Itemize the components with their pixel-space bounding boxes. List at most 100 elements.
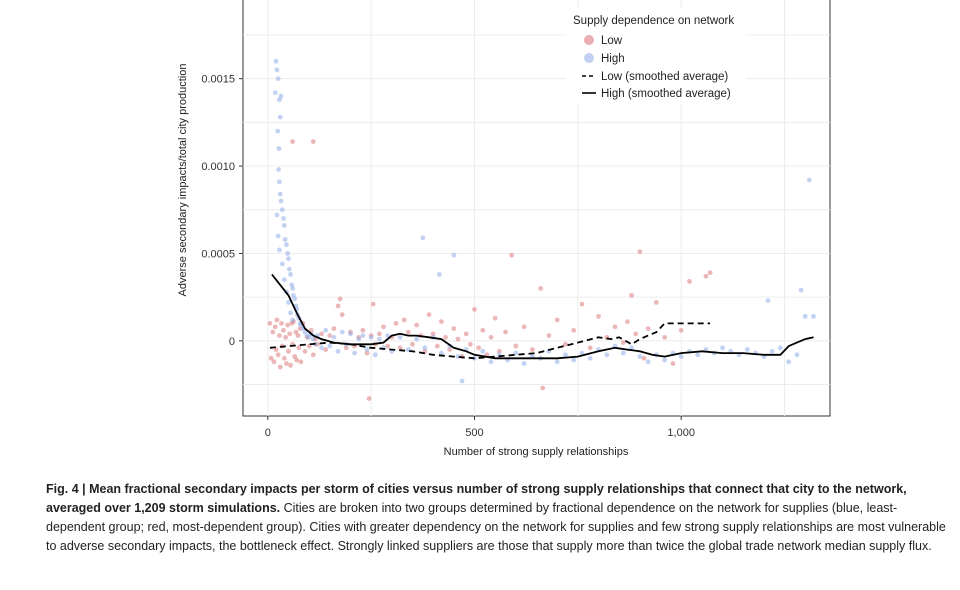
high-dependence-point (272, 90, 278, 96)
high-dependence-point (513, 350, 519, 356)
low-dependence-point (401, 317, 407, 323)
high-dependence-point (439, 350, 444, 356)
x-tick-label: 1,000 (667, 427, 695, 439)
low-dependence-point (273, 347, 279, 352)
high-dependence-point (278, 198, 284, 204)
low-dependence-point (366, 396, 372, 401)
high-dependence-point (290, 286, 296, 291)
high-dependence-point (274, 67, 280, 73)
low-dependence-point (455, 336, 461, 342)
low-dependence-point (283, 334, 288, 340)
legend-low-label: Low (601, 35, 623, 47)
high-dependence-point (275, 233, 281, 239)
low-dependence-point (488, 334, 494, 340)
low-dependence-point (310, 139, 316, 144)
high-dependence-point (579, 350, 585, 356)
high-dependence-point (422, 345, 428, 351)
low-dependence-point (294, 357, 300, 363)
low-dependence-point (563, 341, 568, 347)
low-dependence-point (281, 355, 287, 361)
low-dependence-point (292, 354, 298, 359)
legend-high-marker (584, 53, 594, 63)
low-dependence-point (426, 312, 432, 318)
high-dependence-point (292, 296, 298, 302)
high-dependence-point (310, 336, 316, 342)
legend-background (566, 8, 746, 104)
low-dependence-point (274, 317, 280, 323)
smoothed-lines (269, 273, 814, 360)
low-dependence-point (496, 348, 502, 354)
low-dependence-point (554, 317, 560, 323)
low-dependence-point (335, 303, 341, 309)
figure-caption: Fig. 4 | Mean fractional secondary impac… (46, 480, 946, 556)
low-dependence-point (538, 286, 544, 291)
high-dependence-point (286, 256, 291, 262)
axis-ticks: 0 500 1,000 0 0.0005 0.0010 0.0015 (201, 74, 695, 439)
high-dependence-point (385, 333, 391, 338)
low-dependence-point (360, 327, 366, 333)
y-axis-label: Adverse secondary impacts/total city pro… (177, 64, 189, 297)
scatter-chart: 0 500 1,000 0 0.0005 0.0010 0.0015 Number of s… (177, 0, 831, 458)
low-dependence-point (670, 361, 676, 366)
low-dependence-point (287, 331, 293, 337)
low-dependence-point (629, 292, 634, 298)
high-dependence-point (319, 345, 324, 351)
low-dependence-point (295, 333, 301, 338)
low-dependence-point (308, 327, 314, 333)
y-tick-label: 0 (229, 336, 235, 348)
high-dependence-point (629, 345, 634, 351)
high-dependence-point (488, 359, 494, 365)
high-dependence-point (794, 352, 800, 358)
low-dependence-point (620, 340, 626, 345)
legend-low-smooth-label: Low (smoothed average) (601, 71, 728, 83)
high-dependence-point (451, 252, 457, 258)
high-dependence-point (436, 272, 442, 277)
low-dependence-point (277, 364, 283, 370)
high-dependence-point (276, 247, 282, 253)
low-dependence-point (343, 345, 349, 351)
high-dependence-point (335, 348, 341, 354)
low-dependence-point (397, 345, 403, 351)
low-dependence-point (370, 301, 376, 307)
low-dependence-point (410, 341, 415, 347)
high-dependence-point (587, 355, 593, 361)
high-dependence-point (372, 352, 378, 358)
low-dependence-point (678, 327, 684, 333)
low-dependence-point (275, 352, 281, 358)
high-dependence-point (777, 345, 783, 351)
high-dependence-point (279, 207, 285, 213)
low-dependence-point (546, 333, 552, 338)
low-dependence-point (645, 326, 651, 332)
high-dependence-point (339, 329, 345, 335)
low-dependence-point (707, 270, 713, 276)
low-dependence-point (430, 331, 436, 337)
high-dependence-point (563, 352, 568, 358)
high-dependence-point (368, 334, 374, 340)
low-dependence-point (405, 329, 411, 335)
high-dependence-point (306, 334, 312, 340)
high-dependence-point (274, 212, 280, 218)
low-dependence-point (281, 327, 286, 333)
low-dependence-point (625, 319, 630, 325)
low-dependence-point (310, 352, 316, 358)
low-dependence-point (298, 359, 304, 365)
low-dependence-point (521, 324, 527, 330)
x-tick-label: 0 (265, 427, 271, 439)
low-dependence-point (571, 327, 577, 333)
y-tick-label: 0.0005 (201, 248, 235, 260)
low-dependence-point (476, 345, 482, 351)
high-dependence-point (786, 359, 792, 365)
low-dependence-point (279, 320, 284, 326)
high-dependence-point (521, 361, 527, 366)
low-dependence-point (337, 296, 343, 302)
low-dependence-point (267, 320, 273, 326)
high-dependence-point (420, 235, 426, 241)
high-smoothed-average-line (271, 273, 814, 360)
y-tick-label: 0.0010 (201, 161, 235, 173)
high-dependence-point (286, 299, 291, 305)
low-dependence-point (327, 333, 333, 338)
high-dependence-point (281, 223, 287, 228)
high-dependence-point (276, 146, 282, 151)
high-dependence-point (604, 352, 610, 358)
high-dependence-point (284, 242, 289, 248)
